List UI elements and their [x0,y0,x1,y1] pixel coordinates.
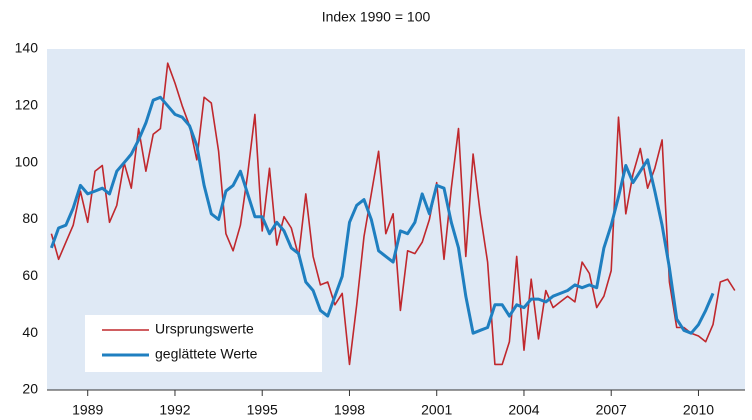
y-tick-label: 80 [22,210,38,226]
legend-label: Ursprungswerte [155,321,254,337]
x-tick-label: 2010 [683,402,714,418]
x-tick-label: 1998 [334,402,365,418]
x-tick-label: 2001 [421,402,452,418]
y-tick-label: 140 [15,40,39,56]
x-tick-label: 1995 [247,402,278,418]
series-line [49,95,715,335]
y-tick-label: 20 [22,381,38,397]
x-tick-label: 2004 [508,402,539,418]
legend-box [85,315,322,372]
y-tick-label: 100 [15,153,39,169]
x-tick-label: 1992 [159,402,190,418]
x-tick-label: 1989 [72,402,103,418]
y-tick-label: 60 [22,267,38,283]
chart-title: Index 1990 = 100 [322,9,431,25]
x-tick-label: 2007 [596,402,627,418]
legend-label: geglättete Werte [155,346,258,362]
series-line [50,62,736,366]
y-tick-label: 120 [15,97,39,113]
y-tick-label: 40 [22,324,38,340]
